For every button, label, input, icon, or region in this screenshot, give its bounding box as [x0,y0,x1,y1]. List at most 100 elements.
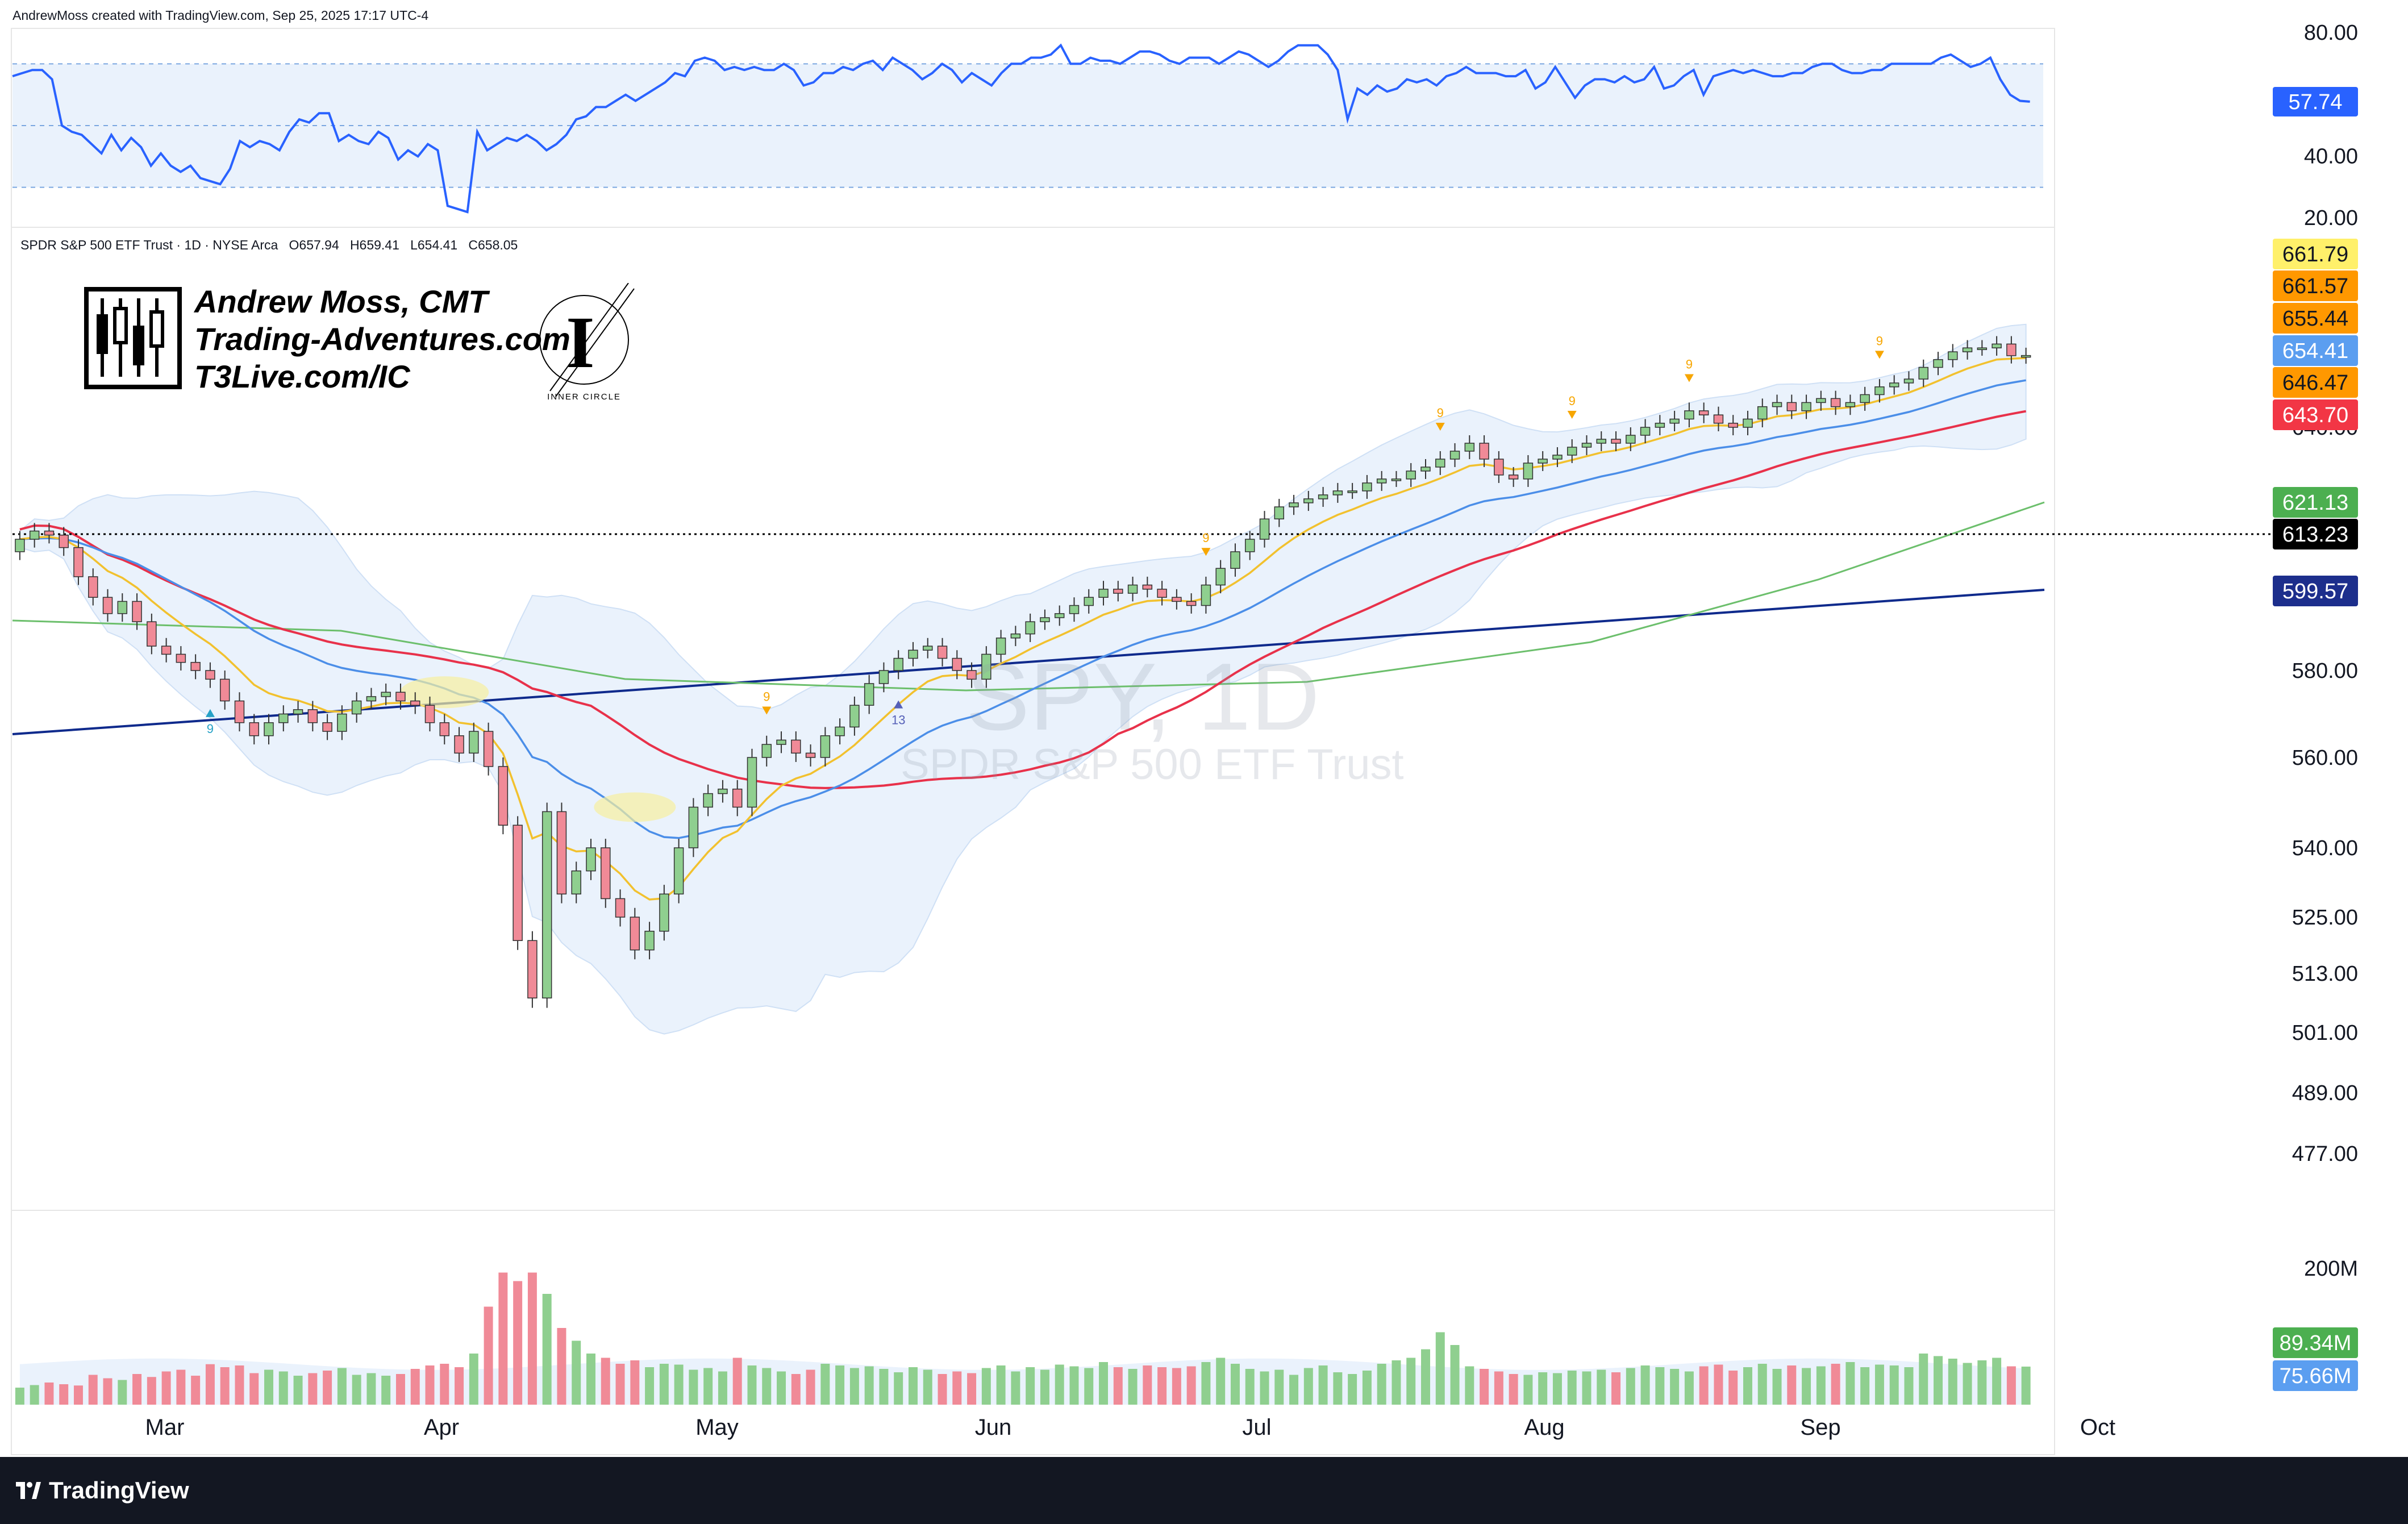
x-axis-label: Jul [1242,1415,1271,1440]
volume-bar [59,1384,69,1405]
candle-body [147,621,157,647]
volume-bar [1552,1373,1562,1405]
volume-bar [30,1385,39,1405]
candle-body [791,739,801,754]
candle-body [1244,539,1255,552]
symbol-open: O657.94 [289,238,339,252]
highlight-ellipse [594,792,676,822]
candle-body [1464,443,1475,452]
candle-body [351,700,362,715]
footer-brand[interactable]: TradingView [49,1477,189,1504]
candle-body [1918,367,1928,380]
sequential-count: 9 [1569,394,1576,408]
candle-body [864,683,874,706]
volume-bar [103,1378,113,1405]
candle-body [439,722,450,736]
x-axis-label: Mar [145,1415,185,1440]
volume-bar [1186,1366,1196,1405]
price-label: 621.13 [2282,491,2348,515]
candle-body [2020,355,2031,358]
rsi-line [12,43,2030,214]
volume-bar [118,1380,127,1405]
volume-bar [1699,1366,1709,1405]
volume-label-bg [2273,1360,2358,1391]
volume-bar [1201,1362,1211,1405]
volume-bar [381,1376,391,1405]
volume-bar [73,1385,83,1405]
candle-body [1889,382,1899,388]
candle-body [1084,597,1094,606]
candle-body [1860,394,1870,403]
sequential-arrow [1684,374,1694,382]
tradingview-logo-icon [16,1482,41,1499]
price-label-bg [2273,335,2358,366]
volume-bar [1333,1372,1343,1405]
volume-bar [1055,1364,1064,1405]
candle-body [498,766,509,826]
candle-body [1698,410,1709,415]
volume-bar [1948,1359,1957,1405]
volume-bar [689,1369,698,1405]
rsi-current-label-bg [2273,86,2358,116]
candle-body [1830,398,1841,407]
volume-bar [1802,1368,1811,1405]
volume-bar [1494,1371,1503,1405]
volume-bar [732,1358,742,1405]
volume-bar [410,1369,420,1405]
sequential-count: 9 [1876,334,1883,348]
candle-body [1215,568,1226,586]
volume-bar [455,1367,464,1405]
volume-bar [718,1371,727,1405]
candle-body [718,788,728,794]
volume-bar [1655,1367,1665,1405]
ema-21-line [19,379,2026,839]
volume-bar [1889,1365,1899,1405]
volume-bar [1289,1375,1299,1405]
candle-body [893,657,903,671]
price-label: 613.23 [2282,523,2348,547]
sequential-arrow [1435,422,1445,431]
candle-body [541,811,552,999]
candle-body [1391,478,1402,481]
candle-body [176,653,186,663]
volume-bar [352,1375,361,1405]
candle-body [1816,398,1826,403]
volume-bar [1919,1354,1928,1405]
volume-bar [996,1365,1006,1405]
candle-body [410,700,420,706]
volume-bar [1435,1332,1445,1405]
author-site: Trading-Adventures.com [194,321,570,357]
candle-body [1728,422,1738,428]
candle-body [703,793,713,808]
candle-body [1406,470,1416,480]
candle-body [1010,633,1021,639]
volume-bar [952,1371,962,1405]
candle-body [395,692,406,702]
candle-body [102,597,113,614]
candle-body [1420,467,1431,472]
volume-bar [1421,1349,1430,1405]
sequential-arrow [205,709,215,717]
price-y-tick: 560.00 [2292,746,2358,770]
candle-body [1449,451,1460,460]
volume-bar [1963,1363,1972,1405]
candle-body [732,788,743,808]
candle-body [747,757,757,808]
candle-body [190,661,201,671]
volume-bar [1465,1366,1474,1405]
volume-y-tick: 200M [2304,1257,2358,1281]
x-axis-label: Sep [1800,1415,1840,1440]
candle-body [73,547,84,577]
volume-bar [1509,1374,1518,1405]
volume-bar [1230,1364,1240,1405]
price-layer: 9 9 9 13 9 9 9 9 [12,323,2273,1035]
volume-bar [1772,1369,1782,1405]
sequential-arrow [1567,410,1577,419]
sequential-arrow [1201,548,1211,556]
volume-bar [542,1294,552,1405]
candle-body [1948,351,1958,360]
footer-bar: TradingView [0,1457,2408,1524]
candle-body [923,646,933,651]
candle-body [1318,494,1328,499]
